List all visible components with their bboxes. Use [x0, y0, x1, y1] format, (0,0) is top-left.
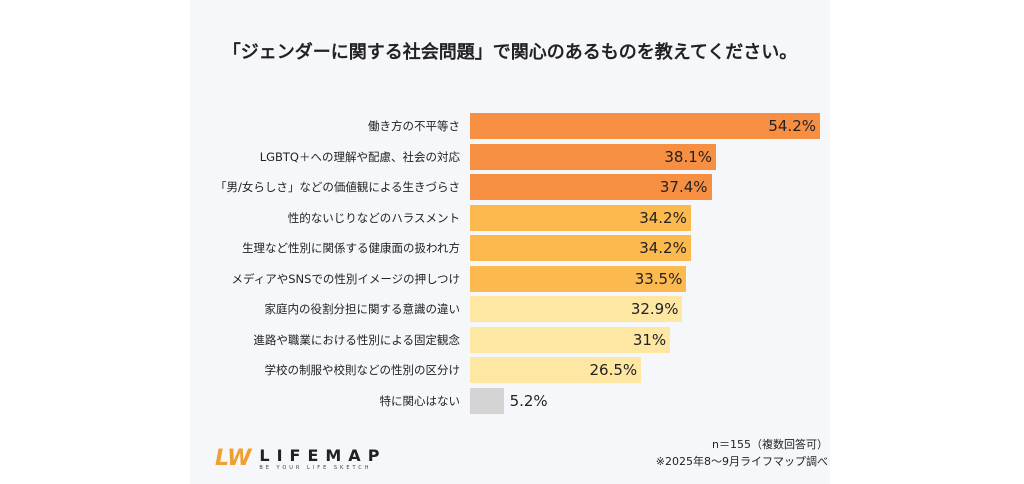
- category-label: LGBTQ＋への理解や配慮、社会の対応: [259, 149, 460, 164]
- bar: [470, 296, 683, 322]
- lifemap-logo: LW LIFEMAP BE YOUR LIFE SKETCH: [215, 446, 386, 471]
- value-label: 38.1%: [664, 147, 713, 166]
- footnote: n＝155（複数回答可） ※2025年8〜9月ライフマップ調べ: [656, 436, 828, 470]
- bar: [470, 265, 687, 292]
- category-label: メディアやSNSでの性別イメージの押しつけ: [231, 271, 460, 286]
- source-note: ※2025年8〜9月ライフマップ調べ: [655, 455, 828, 468]
- value-label: 37.4%: [659, 178, 708, 196]
- category-label: 進路や職業における性別による固定観念: [253, 332, 460, 347]
- bar: [470, 357, 642, 383]
- bar: [470, 387, 504, 414]
- category-label: 学校の制服や校則などの性別の区分け: [264, 363, 461, 377]
- sample-note: n＝155（複数回答可）: [712, 438, 828, 451]
- bar: [470, 235, 691, 261]
- value-label: 26.5%: [589, 361, 638, 379]
- category-label: 生理など性別に関係する健康面の扱われ方: [242, 241, 460, 255]
- category-label: 特に関心はない: [379, 393, 461, 408]
- bar: [470, 143, 717, 170]
- logo-mark-icon: LW: [215, 446, 252, 471]
- logo-name: LIFEMAP: [259, 446, 387, 465]
- chart-title: 「ジェンダーに関する社会問題」で関心のあるものを教えてください。: [222, 42, 798, 63]
- category-label: 働き方の不平等さ: [368, 119, 460, 133]
- value-label: 54.2%: [768, 117, 816, 135]
- category-label: 家庭内の役割分担に関する意識の違い: [264, 302, 461, 316]
- value-label: 34.2%: [639, 208, 687, 227]
- bar: [470, 204, 691, 231]
- logo-tagline: BE YOUR LIFE SKETCH: [259, 465, 372, 471]
- bar: [470, 113, 820, 139]
- category-label: 「男/女らしさ」などの価値観による生きづらさ: [214, 180, 460, 194]
- value-label: 34.2%: [639, 239, 687, 257]
- bar: [470, 326, 671, 353]
- value-label: 32.9%: [630, 300, 679, 318]
- value-label: 33.5%: [634, 269, 683, 288]
- category-label: 性的ないじりなどのハラスメント: [287, 210, 460, 225]
- value-label: 5.2%: [509, 391, 548, 410]
- bar: [470, 174, 712, 200]
- value-label: 31%: [632, 330, 667, 349]
